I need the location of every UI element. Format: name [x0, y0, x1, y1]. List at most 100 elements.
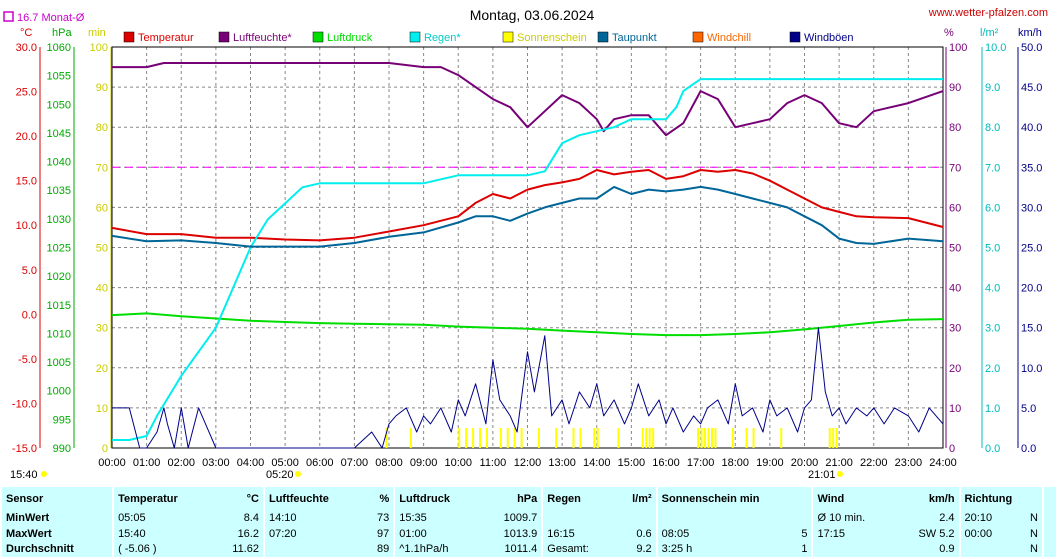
temp-axis-tick-label: 25.0	[16, 87, 37, 99]
chart-series	[111, 62, 944, 449]
series-line	[112, 78, 943, 441]
rain-axis-tick-label: 8.0	[985, 122, 1000, 134]
legend-label: Luftdruck	[327, 32, 373, 44]
wind-axis-tick-label: 5.0	[1021, 403, 1036, 415]
pressure-axis-tick-label: 995	[53, 414, 71, 426]
percent-axis-tick-label: 10	[949, 403, 961, 415]
sunshine-bar	[499, 427, 502, 448]
weather-chart: 30.0 25.0 20.0 15.0 10.0 5.0 0.0 -5.0 -10.0 -15.0…	[3, 7, 1048, 481]
stats-h-press-unit: hPa	[517, 492, 538, 505]
legend-label: Sonnenschein	[517, 32, 587, 44]
stats-row-avg: Durchschnitt ( -5.06 ) 11.62 89 ^1.1hPa/…	[2, 541, 1056, 557]
rain-axis-tick-label: 2.0	[985, 363, 1000, 375]
temp-axis-tick-label: 0.0	[22, 309, 37, 321]
sunshine-bar	[704, 427, 707, 448]
legend-swatch	[218, 31, 230, 43]
stats-row-min: MinWert 05:05 8.4 14:10 73 15:35 1009.7 …	[2, 510, 1056, 527]
x-tick-label: 12:00	[514, 457, 542, 469]
rain-axis-tick-label: 7.0	[985, 162, 1000, 174]
legend-label: Regen*	[424, 32, 461, 44]
pressure-axis-tick-label: 1015	[47, 300, 71, 312]
stats-h-wind-unit: km/h	[928, 492, 955, 505]
temp-axis-tick-label: 30.0	[16, 42, 37, 54]
x-tick-label: 21:00	[825, 457, 853, 469]
series-line	[111, 169, 944, 242]
pressure-axis-tick-label: 1010	[47, 328, 71, 340]
sunshine-bar	[385, 427, 388, 448]
sunshine-bar	[572, 427, 575, 448]
sunshine-bar	[513, 427, 516, 448]
series-line	[111, 312, 944, 337]
legend-swatch	[692, 31, 704, 43]
sunshine-bar	[714, 427, 717, 448]
sunshine-bar	[458, 427, 461, 448]
legend-swatch	[123, 31, 135, 43]
temp-axis-tick-label: 10.0	[16, 220, 37, 232]
unit-temp: °C	[20, 27, 32, 39]
rain-axis-tick-label: 5.0	[985, 243, 1000, 255]
pressure-axis-tick-label: 1030	[47, 214, 71, 226]
month-avg: 16.7 Monat-Ø	[17, 12, 85, 24]
sunshine-bar	[645, 427, 648, 448]
rain-axis-tick-label: 4.0	[985, 283, 1000, 295]
series-line	[112, 327, 944, 449]
legend-swatch	[597, 31, 609, 43]
pressure-axis-tick-label: 1025	[47, 243, 71, 255]
unit-wind: km/h	[1018, 27, 1042, 39]
percent-axis-tick-label: 100	[949, 42, 967, 54]
unit-percent: %	[944, 27, 954, 39]
x-tick-label: 06:00	[306, 457, 334, 469]
minutes-axis-tick-label: 70	[96, 162, 108, 174]
chart-axes: 30.0 25.0 20.0 15.0 10.0 5.0 0.0 -5.0 -10.0 -15.0…	[12, 42, 1043, 455]
wind-axis-tick-label: 25.0	[1021, 243, 1042, 255]
pressure-axis-tick-label: 1005	[47, 357, 71, 369]
stats-h-hum-unit: %	[379, 492, 390, 505]
legend-label: Windböen	[804, 32, 854, 44]
percent-axis-tick-label: 70	[949, 162, 961, 174]
minutes-axis-tick-label: 40	[96, 283, 108, 295]
minutes-axis-tick-label: 30	[96, 323, 108, 335]
temp-axis-tick-label: -10.0	[12, 398, 37, 410]
percent-axis-tick-label: 20	[949, 363, 961, 375]
temp-axis-tick-label: -5.0	[18, 354, 37, 366]
sunshine-bar	[465, 427, 468, 448]
minutes-axis-tick-label: 100	[90, 42, 108, 54]
wind-axis-tick-label: 35.0	[1021, 162, 1042, 174]
x-tick-label: 20:00	[791, 457, 819, 469]
sunshine-bar	[506, 427, 509, 448]
sun-marker-0520	[295, 471, 301, 477]
x-tick-label: 16:00	[652, 457, 680, 469]
sunshine-bar	[593, 427, 596, 448]
rain-axis-tick-label: 6.0	[985, 202, 1000, 214]
x-tick-label: 03:00	[202, 457, 230, 469]
x-tick-label: 22:00	[860, 457, 888, 469]
stats-table: Sensor Temperatur °C Luftfeuchte % Luftd…	[2, 487, 1056, 557]
series-line	[112, 62, 944, 137]
percent-axis-tick-label: 0	[949, 443, 955, 455]
rain-axis-tick-label: 3.0	[985, 323, 1000, 335]
temp-axis-tick-label: 5.0	[22, 265, 37, 277]
unit-pressure: hPa	[52, 27, 72, 39]
wind-axis-tick-label: 15.0	[1021, 323, 1042, 335]
stats-h-press: Luftdruck	[393, 487, 481, 511]
sunshine-bar	[596, 427, 599, 448]
rain-axis-tick-label: 9.0	[985, 82, 1000, 94]
sunshine-bar	[652, 427, 655, 448]
sunshine-bar	[711, 427, 714, 448]
rain-axis-tick-label: 1.0	[985, 403, 1000, 415]
sunshine-bar	[648, 427, 651, 448]
stats-h-sensor: Sensor	[6, 492, 44, 505]
sunshine-bar	[537, 427, 540, 448]
x-tick-label: 23:00	[895, 457, 923, 469]
sunshine-bar	[641, 427, 644, 448]
x-tick-label: 19:00	[756, 457, 784, 469]
legend-swatch	[312, 31, 324, 43]
sunshine-bar	[479, 427, 482, 448]
legend-label: Windchill	[707, 32, 751, 44]
stats-h-dir: Richtung	[958, 487, 1043, 511]
pressure-axis-tick-label: 1055	[47, 71, 71, 83]
wind-axis-tick-label: 50.0	[1021, 42, 1042, 54]
minutes-axis-tick-label: 60	[96, 202, 108, 214]
rain-axis-tick-label: 0.0	[985, 443, 1000, 455]
x-tick-label: 00:00	[98, 457, 126, 469]
